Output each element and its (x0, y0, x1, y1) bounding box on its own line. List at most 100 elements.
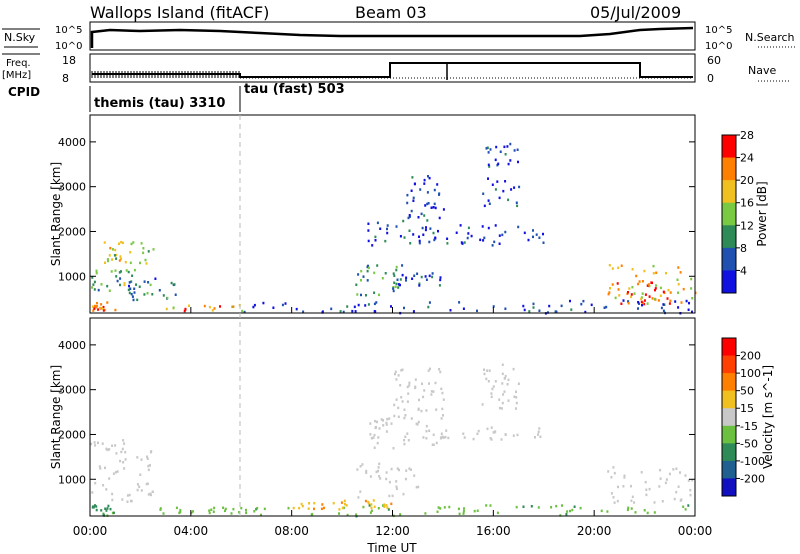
heatmap-cell (434, 381, 437, 385)
heatmap-cell (427, 202, 430, 205)
heatmap-cell (174, 293, 177, 296)
colorbar-tick-label: 4 (740, 264, 747, 277)
heatmap-cell (616, 499, 619, 503)
heatmap-cell (287, 506, 290, 510)
heatmap-cell (690, 287, 693, 290)
heatmap-cell (106, 284, 109, 288)
heatmap-cell (367, 222, 370, 225)
heatmap-cell (120, 270, 122, 273)
heatmap-cell (98, 306, 101, 310)
heatmap-cell (413, 274, 416, 277)
heatmap-cell (506, 145, 509, 148)
velocity-ylabel: Slant Range [km] (49, 365, 63, 469)
heatmap-cell (388, 494, 391, 498)
heatmap-cell (614, 296, 617, 300)
heatmap-cell (208, 509, 211, 512)
heatmap-cell (487, 151, 490, 154)
heatmap-cell (460, 241, 463, 244)
heatmap-cell (618, 294, 621, 297)
heatmap-cell (442, 398, 445, 401)
heatmap-cell (607, 292, 610, 296)
heatmap-cell (100, 283, 103, 286)
heatmap-cell (128, 284, 130, 288)
heatmap-cell (401, 400, 404, 403)
heatmap-cell (373, 505, 376, 508)
heatmap-cell (158, 289, 161, 292)
heatmap-cell (366, 279, 369, 282)
heatmap-cell (356, 293, 359, 296)
heatmap-cell (458, 301, 461, 304)
heatmap-cell (114, 308, 117, 312)
heatmap-cell (425, 226, 427, 229)
heatmap-cell (95, 508, 98, 512)
ytick-label: 2000 (58, 428, 86, 441)
heatmap-cell (295, 307, 298, 311)
heatmap-cell (647, 283, 650, 286)
heatmap-cell (485, 147, 488, 150)
heatmap-cell (394, 285, 397, 289)
heatmap-cell (92, 283, 95, 286)
heatmap-cell (128, 281, 131, 284)
heatmap-cell (418, 239, 421, 243)
heatmap-cell (392, 289, 395, 293)
heatmap-cell (611, 283, 614, 286)
heatmap-cell (136, 456, 139, 459)
heatmap-cell (466, 236, 469, 240)
heatmap-cell (414, 385, 417, 388)
heatmap-cell (395, 282, 398, 286)
heatmap-cell (539, 435, 542, 438)
heatmap-cell (346, 513, 349, 517)
heatmap-cell (367, 239, 370, 243)
heatmap-cell (425, 437, 428, 440)
heatmap-cell (679, 271, 682, 274)
heatmap-cell (240, 506, 243, 510)
heatmap-cell (691, 479, 694, 482)
heatmap-cell (95, 305, 98, 308)
nsky-panel-frame (89, 21, 696, 51)
heatmap-cell (648, 295, 651, 298)
heatmap-cell (377, 436, 380, 439)
heatmap-cell (360, 293, 362, 297)
heatmap-cell (406, 432, 409, 435)
heatmap-cell (665, 478, 668, 481)
heatmap-cell (115, 275, 118, 278)
heatmap-cell (147, 493, 150, 496)
heatmap-cell (423, 178, 426, 182)
heatmap-cell (377, 466, 380, 469)
heatmap-cell (104, 308, 107, 312)
heatmap-cell (353, 305, 356, 309)
heatmap-cell (626, 508, 629, 512)
heatmap-cell (643, 509, 646, 512)
colorbar-segment (722, 157, 736, 181)
heatmap-cell (147, 468, 150, 472)
heatmap-cell (682, 505, 685, 508)
heatmap-cell (147, 250, 150, 253)
heatmap-cell (643, 299, 646, 302)
heatmap-cell (390, 305, 392, 308)
colorbar-segment (722, 425, 736, 444)
heatmap-cell (383, 503, 386, 506)
heatmap-cell (657, 299, 660, 302)
heatmap-cell (483, 236, 486, 240)
heatmap-cell (689, 493, 692, 497)
heatmap-cell (631, 268, 634, 271)
heatmap-cell (417, 420, 420, 424)
heatmap-cell (441, 391, 444, 395)
heatmap-cell (425, 409, 428, 412)
heatmap-cell (590, 303, 593, 307)
heatmap-cell (384, 272, 387, 275)
heatmap-cell (357, 496, 360, 499)
heatmap-cell (92, 309, 95, 312)
heatmap-cell (415, 422, 418, 426)
heatmap-cell (90, 442, 93, 446)
heatmap-cell (431, 272, 434, 275)
heatmap-cell (330, 307, 333, 311)
colorbar-tick-label: 12 (740, 219, 754, 232)
heatmap-cell (506, 383, 509, 386)
heatmap-cell (677, 306, 680, 309)
heatmap-cell (487, 177, 489, 180)
heatmap-cell (570, 308, 573, 311)
heatmap-cell (608, 264, 611, 267)
heatmap-cell (342, 310, 345, 314)
heatmap-cell (433, 188, 436, 192)
